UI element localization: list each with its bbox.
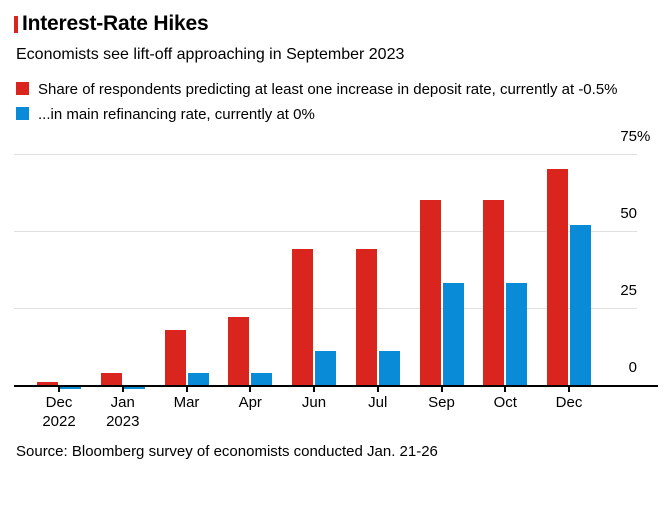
- y-axis-label: 75%: [620, 128, 651, 145]
- gridline: [14, 308, 637, 309]
- bar-refinancing-rate: [187, 373, 209, 385]
- y-axis-label: 0: [628, 359, 637, 376]
- source-note: Source: Bloomberg survey of economists c…: [16, 443, 438, 460]
- bar-deposit-rate: [355, 249, 377, 385]
- x-axis-label: Jul: [368, 394, 388, 411]
- x-axis-tick: [121, 385, 124, 392]
- bar-deposit-rate: [37, 382, 58, 385]
- bar-refinancing-rate: [378, 351, 400, 385]
- legend-item: Share of respondents predicting at least…: [16, 80, 631, 100]
- y-axis-label: 50: [620, 205, 637, 222]
- bar-deposit-rate: [292, 249, 313, 385]
- gridline: [14, 231, 637, 232]
- bar-deposit-rate: [228, 317, 250, 385]
- bar-refinancing-rate: [570, 225, 591, 385]
- x-axis-label: Jan 2023: [106, 394, 140, 430]
- title-row: Interest-Rate Hikes: [14, 13, 655, 35]
- x-axis-tick: [504, 385, 507, 392]
- x-axis-label: Apr: [238, 394, 262, 411]
- x-axis-tick: [185, 385, 188, 392]
- legend: Share of respondents predicting at least…: [16, 80, 631, 125]
- bar-refinancing-rate: [60, 387, 81, 389]
- bar-deposit-rate: [483, 200, 505, 385]
- bar-deposit-rate: [164, 330, 186, 385]
- x-axis-label: Dec 2022: [42, 394, 76, 430]
- x-axis-label: Dec: [555, 394, 583, 411]
- bar-refinancing-rate: [123, 387, 145, 389]
- bar-refinancing-rate: [506, 283, 528, 385]
- x-axis-line: [14, 385, 658, 387]
- chart-title: Interest-Rate Hikes: [22, 12, 209, 35]
- bar-deposit-rate: [419, 200, 441, 385]
- bar-deposit-rate: [100, 373, 122, 385]
- gridline: [14, 154, 637, 155]
- x-axis-tick: [249, 385, 252, 392]
- x-axis-tick: [58, 385, 60, 392]
- x-axis-tick: [376, 385, 379, 392]
- bar-refinancing-rate: [442, 283, 464, 385]
- legend-label: ...in main refinancing rate, currently a…: [38, 106, 315, 123]
- legend-swatch-blue: [16, 107, 29, 120]
- x-axis-label: Oct: [493, 394, 517, 411]
- bar-refinancing-rate: [315, 351, 336, 385]
- y-axis-label: 25: [620, 282, 637, 299]
- bar-deposit-rate: [547, 169, 568, 385]
- x-axis-tick: [313, 385, 315, 392]
- bar-refinancing-rate: [251, 373, 273, 385]
- chart-subtitle: Economists see lift-off approaching in S…: [16, 46, 405, 63]
- legend-item: ...in main refinancing rate, currently a…: [16, 105, 631, 125]
- x-axis-tick: [440, 385, 443, 392]
- legend-label: Share of respondents predicting at least…: [38, 81, 618, 98]
- x-axis-label: Sep: [428, 394, 455, 411]
- x-axis-label: Mar: [173, 394, 200, 411]
- red-accent-marker: [14, 16, 18, 33]
- x-axis-tick: [568, 385, 570, 392]
- x-axis-label: Jun: [301, 394, 327, 411]
- legend-swatch-red: [16, 82, 29, 95]
- bar-chart: 0 25 50 75% Dec 2022 Jan 2023 Mar Apr Jun Jul Sep Oct…: [0, 128, 671, 433]
- page: Interest-Rate Hikes Economists see lift-…: [0, 13, 671, 461]
